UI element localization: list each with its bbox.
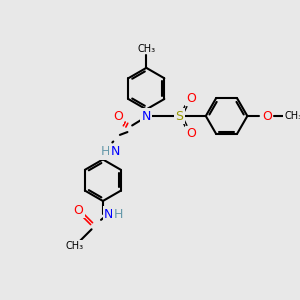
Text: CH₃: CH₃ [65,241,84,251]
Text: N: N [142,110,151,122]
Text: O: O [74,204,83,217]
Text: CH₃: CH₃ [284,111,300,121]
Text: O: O [262,110,272,122]
Text: N: N [110,146,120,158]
Text: O: O [187,128,196,140]
Text: N: N [104,208,113,221]
Text: O: O [187,92,196,105]
Text: H: H [113,208,123,221]
Text: CH₃: CH₃ [137,44,155,54]
Text: H: H [101,146,110,158]
Text: O: O [113,110,123,122]
Text: S: S [176,110,183,122]
